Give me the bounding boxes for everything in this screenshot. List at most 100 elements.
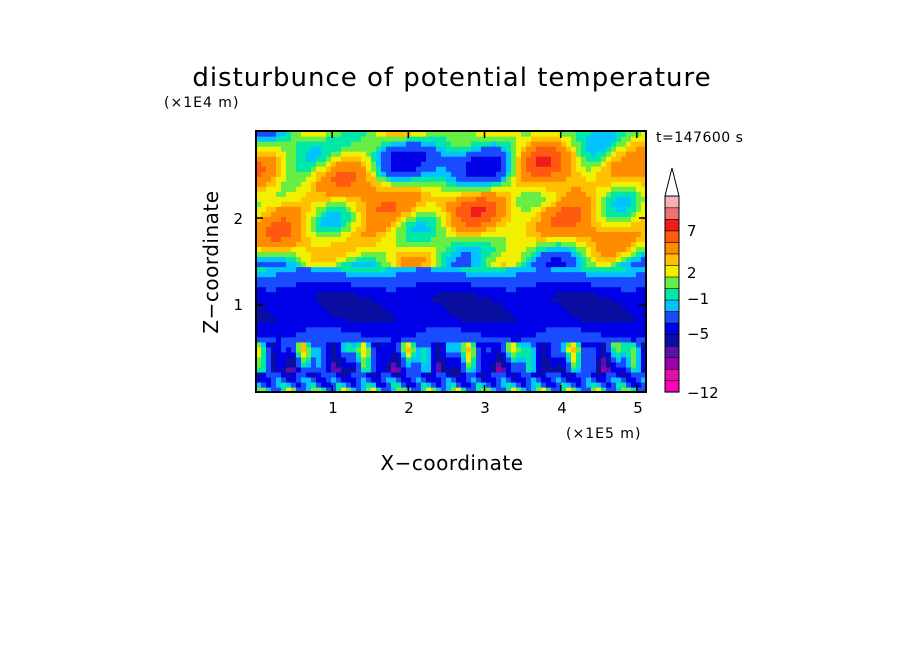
heatmap-cell bbox=[261, 281, 267, 288]
heatmap-cell bbox=[566, 211, 572, 217]
heatmap-cell bbox=[641, 131, 647, 137]
heatmap-cell bbox=[561, 371, 567, 378]
heatmap-cell bbox=[266, 146, 272, 152]
heatmap-cell bbox=[581, 141, 587, 147]
heatmap-cell bbox=[351, 161, 357, 167]
heatmap-cell bbox=[326, 311, 332, 318]
heatmap-cell bbox=[261, 376, 267, 383]
x-unit-label: (×1E5 m) bbox=[566, 426, 641, 442]
heatmap-cell bbox=[301, 261, 307, 268]
heatmap-cell bbox=[491, 151, 497, 157]
heatmap-cell bbox=[571, 176, 577, 182]
heatmap-cell bbox=[526, 181, 532, 187]
heatmap-cell bbox=[546, 336, 552, 343]
heatmap-cell bbox=[396, 291, 402, 298]
heatmap-cell bbox=[606, 156, 612, 162]
heatmap-cell bbox=[506, 346, 512, 353]
heatmap-cell bbox=[581, 151, 587, 157]
heatmap-cell bbox=[601, 176, 607, 182]
heatmap-cell bbox=[591, 236, 597, 243]
heatmap-cell bbox=[326, 256, 332, 263]
heatmap-cell bbox=[301, 131, 307, 137]
heatmap-cell bbox=[471, 171, 477, 177]
heatmap-cell bbox=[571, 181, 577, 187]
heatmap-cell bbox=[291, 166, 297, 172]
heatmap-cell bbox=[531, 281, 537, 288]
heatmap-cell bbox=[256, 241, 262, 248]
heatmap-cell bbox=[426, 221, 432, 227]
heatmap-cell bbox=[296, 331, 302, 338]
heatmap-cell bbox=[271, 161, 277, 167]
heatmap-cell bbox=[331, 356, 337, 363]
heatmap-cell bbox=[306, 376, 312, 383]
heatmap-cell bbox=[401, 201, 407, 207]
heatmap-cell bbox=[356, 306, 362, 313]
heatmap-cell bbox=[626, 246, 632, 253]
heatmap-cell bbox=[566, 131, 572, 137]
heatmap-cell bbox=[481, 186, 487, 192]
heatmap-cell bbox=[561, 296, 567, 303]
heatmap-cell bbox=[371, 356, 377, 363]
heatmap-cell bbox=[526, 281, 532, 288]
heatmap-cell bbox=[281, 231, 287, 237]
heatmap-cell bbox=[271, 296, 277, 303]
heatmap-cell bbox=[576, 296, 582, 303]
heatmap-cell bbox=[631, 231, 637, 237]
heatmap-cell bbox=[456, 136, 462, 142]
heatmap-cell bbox=[306, 316, 312, 323]
heatmap-cell bbox=[431, 241, 437, 248]
heatmap-cell bbox=[341, 226, 347, 232]
heatmap-cell bbox=[616, 286, 622, 293]
heatmap-cell bbox=[601, 246, 607, 253]
heatmap-cell bbox=[401, 346, 407, 353]
heatmap-cell bbox=[601, 361, 607, 368]
heatmap-cell bbox=[366, 201, 372, 207]
heatmap-cell bbox=[501, 201, 507, 207]
heatmap-cell bbox=[571, 211, 577, 217]
heatmap-cell bbox=[376, 251, 382, 258]
heatmap-cell bbox=[461, 266, 467, 273]
heatmap-cell bbox=[611, 236, 617, 243]
heatmap-cell bbox=[496, 381, 502, 388]
heatmap-cell bbox=[296, 161, 302, 167]
heatmap-cell bbox=[456, 306, 462, 313]
heatmap-cell bbox=[406, 136, 412, 142]
heatmap-cell bbox=[386, 266, 392, 273]
heatmap-cell bbox=[621, 376, 627, 383]
heatmap-cell bbox=[391, 166, 397, 172]
heatmap-cell bbox=[316, 321, 322, 328]
heatmap-cell bbox=[301, 201, 307, 207]
heatmap-cell bbox=[411, 146, 417, 152]
heatmap-cell bbox=[281, 156, 287, 162]
heatmap-cell bbox=[496, 156, 502, 162]
heatmap-cell bbox=[296, 271, 302, 278]
heatmap-cell bbox=[426, 276, 432, 283]
heatmap-cell bbox=[351, 291, 357, 298]
heatmap-cell bbox=[401, 256, 407, 263]
heatmap-cell bbox=[456, 171, 462, 177]
heatmap-cell bbox=[501, 261, 507, 268]
heatmap-cell bbox=[456, 231, 462, 237]
heatmap-cell bbox=[511, 246, 517, 253]
heatmap-cell bbox=[331, 386, 337, 393]
heatmap-cell bbox=[431, 186, 437, 192]
heatmap-cell bbox=[546, 331, 552, 338]
heatmap-cell bbox=[426, 151, 432, 157]
heatmap-cell bbox=[501, 241, 507, 248]
heatmap-cell bbox=[451, 296, 457, 303]
heatmap-cell bbox=[461, 186, 467, 192]
heatmap-cell bbox=[556, 336, 562, 343]
heatmap-cell bbox=[601, 211, 607, 217]
heatmap-cell bbox=[346, 241, 352, 248]
heatmap-cell bbox=[506, 216, 512, 222]
heatmap-cell bbox=[501, 316, 507, 323]
heatmap-cell bbox=[411, 221, 417, 227]
heatmap-cell bbox=[626, 146, 632, 152]
heatmap-cell bbox=[556, 341, 562, 348]
heatmap-cell bbox=[551, 256, 557, 263]
heatmap-cell bbox=[346, 326, 352, 333]
heatmap-cell bbox=[321, 171, 327, 177]
heatmap-cell bbox=[331, 276, 337, 283]
heatmap-cell bbox=[291, 276, 297, 283]
heatmap-cell bbox=[611, 251, 617, 258]
